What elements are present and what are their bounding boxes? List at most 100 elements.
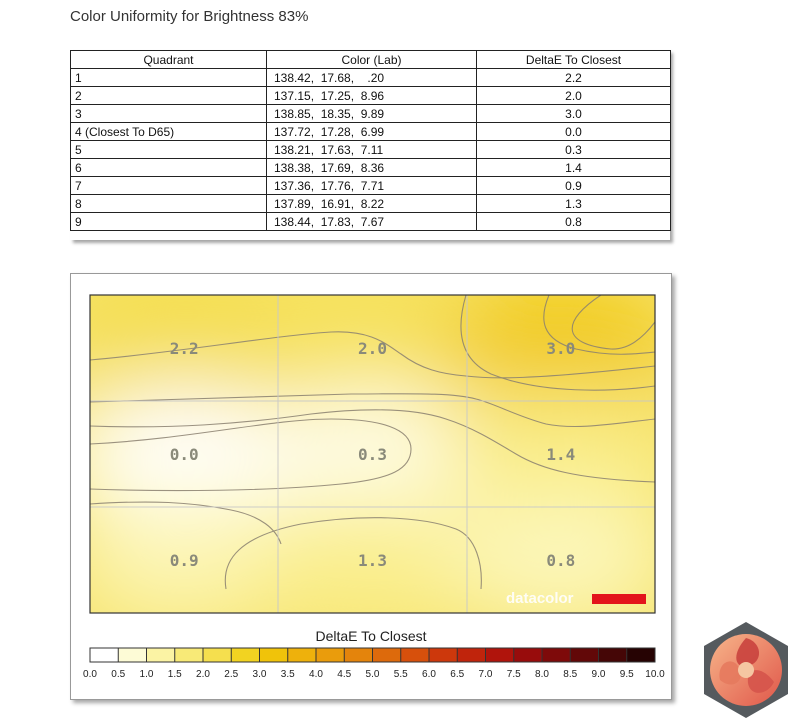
colorbar-swatch (203, 648, 232, 662)
cell-quadrant: 1 (70, 68, 267, 87)
cell-label: 2.0 (358, 339, 387, 358)
page-title: Color Uniformity for Brightness 83% (70, 8, 309, 25)
colorbar-swatch (344, 648, 373, 662)
table-row: 3 138.85, 18.35, 9.89 3.0 (70, 104, 671, 123)
cell-deltae: 2.2 (476, 68, 671, 87)
heatmap-chart: 2.2 2.0 3.0 0.0 0.3 1.4 0.9 1.3 0.8 datacolor De… (83, 294, 665, 680)
cell-deltae: 1.4 (476, 158, 671, 177)
heat-cell (444, 494, 655, 613)
colorbar-swatch (259, 648, 289, 662)
table-row: 2 137.15, 17.25, 8.96 2.0 (70, 86, 671, 105)
cell-lab: 138.42, 17.68, .20 (266, 68, 477, 87)
colorbar-swatch (372, 648, 402, 662)
contour-line (90, 418, 412, 492)
colorbar-tick-label: 1.0 (140, 669, 154, 680)
cell-lab: 137.89, 16.91, 8.22 (266, 194, 477, 213)
heatmap-surface (90, 295, 655, 613)
cell-quadrant: 6 (70, 158, 267, 177)
colorbar-swatch (457, 648, 486, 662)
colorbar-tick-label: 3.5 (281, 669, 295, 680)
cell-quadrant: 5 (70, 140, 267, 159)
cell-quadrant: 8 (70, 194, 267, 213)
colorbar-swatch (146, 648, 176, 662)
colorbar-tick-label: 0.0 (83, 669, 97, 680)
colorbar-tick-label: 4.0 (309, 669, 323, 680)
cell-label: 2.2 (170, 339, 199, 358)
cell-label: 0.0 (170, 445, 199, 464)
table-row: 4 (Closest To D65) 137.72, 17.28, 6.99 0… (70, 122, 671, 141)
heat-cell (444, 388, 655, 520)
table-row: 8 137.89, 16.91, 8.22 1.3 (70, 194, 671, 213)
datacolor-watermark: datacolor (506, 590, 646, 607)
header-quadrant: Quadrant (70, 50, 267, 69)
heat-cell (90, 494, 301, 613)
cell-quadrant: 4 (Closest To D65) (70, 122, 267, 141)
colorbar-tick-label: 10.0 (645, 669, 665, 680)
grid-lines (90, 295, 655, 613)
colorbar-swatch (90, 648, 119, 662)
colorbar-swatch (429, 648, 458, 662)
table-row: 7 137.36, 17.76, 7.71 0.9 (70, 176, 671, 195)
colorbar-tick-label: 0.5 (111, 669, 125, 680)
cell-deltae: 0.9 (476, 176, 671, 195)
table-row: 1 138.42, 17.68, .20 2.2 (70, 68, 671, 87)
colorbar-tick-label: 8.5 (563, 669, 577, 680)
cell-label: 1.4 (546, 445, 575, 464)
cell-deltae: 0.8 (476, 212, 671, 231)
uniformity-table: Quadrant Color (Lab) DeltaE To Closest 1… (70, 50, 671, 231)
colorbar-tick-label: 5.5 (394, 669, 408, 680)
colorbar-ticks: 0.0 0.5 1.0 1.5 2.0 2.5 3.0 3.5 4.0 4.5 5.0 5.5 6.0 6… (83, 648, 665, 680)
colorbar-tick-label: 5.0 (366, 669, 380, 680)
heat-hotspot (90, 416, 307, 492)
cell-lab: 138.21, 17.63, 7.11 (266, 140, 477, 159)
colorbar-swatch (400, 648, 430, 662)
colorbar-swatch (485, 648, 515, 662)
heat-cell (255, 494, 490, 613)
colorbar-swatch (118, 648, 147, 662)
cell-label: 0.9 (170, 551, 199, 570)
cell-quadrant: 3 (70, 104, 267, 123)
kitguru-logo (700, 620, 792, 725)
cell-quadrant: 2 (70, 86, 267, 105)
colorbar-tick-label: 6.0 (422, 669, 436, 680)
cell-label: 1.3 (358, 551, 387, 570)
table-row: 5 138.21, 17.63, 7.11 0.3 (70, 140, 671, 159)
heat-cell (444, 295, 655, 414)
logo-icon (704, 622, 788, 718)
contour-line (460, 295, 655, 391)
cell-lab: 138.44, 17.83, 7.67 (266, 212, 477, 231)
cell-deltae: 3.0 (476, 104, 671, 123)
table-row: 6 138.38, 17.69, 8.36 1.4 (70, 158, 671, 177)
colorbar-tick-label: 3.0 (253, 669, 267, 680)
heat-cell (90, 295, 301, 414)
colorbar-swatch (231, 648, 260, 662)
cell-deltae: 1.3 (476, 194, 671, 213)
cell-quadrant: 7 (70, 176, 267, 195)
plot-frame (89, 294, 656, 614)
colorbar-swatch (287, 648, 317, 662)
colorbar-tick-label: 7.0 (479, 669, 493, 680)
contour-line (90, 501, 282, 545)
colorbar-tick-label: 2.5 (224, 669, 238, 680)
colorbar-tick-label: 1.5 (168, 669, 182, 680)
contour-line (571, 295, 655, 350)
colorbar-tick-label: 6.5 (450, 669, 464, 680)
header-deltae: DeltaE To Closest (476, 50, 671, 69)
colorbar-swatch (513, 648, 543, 662)
colorbar-tick-label: 4.5 (337, 669, 351, 680)
cell-deltae: 2.0 (476, 86, 671, 105)
colorbar-swatch (626, 648, 656, 662)
colorbar-tick-label: 9.5 (620, 669, 634, 680)
colorbar-tick-label: 8.0 (535, 669, 549, 680)
cell-label: 3.0 (546, 339, 575, 358)
colorbar-tick-label: 7.5 (507, 669, 521, 680)
contour-line (90, 331, 655, 379)
heat-cell (255, 295, 490, 414)
colorbar-swatch (174, 648, 204, 662)
cell-label: 0.3 (358, 445, 387, 464)
header-color-lab: Color (Lab) (266, 50, 477, 69)
cell-lab: 138.85, 18.35, 9.89 (266, 104, 477, 123)
colorbar-swatch (570, 648, 599, 662)
cell-lab: 138.38, 17.69, 8.36 (266, 158, 477, 177)
contour-line (224, 517, 482, 590)
